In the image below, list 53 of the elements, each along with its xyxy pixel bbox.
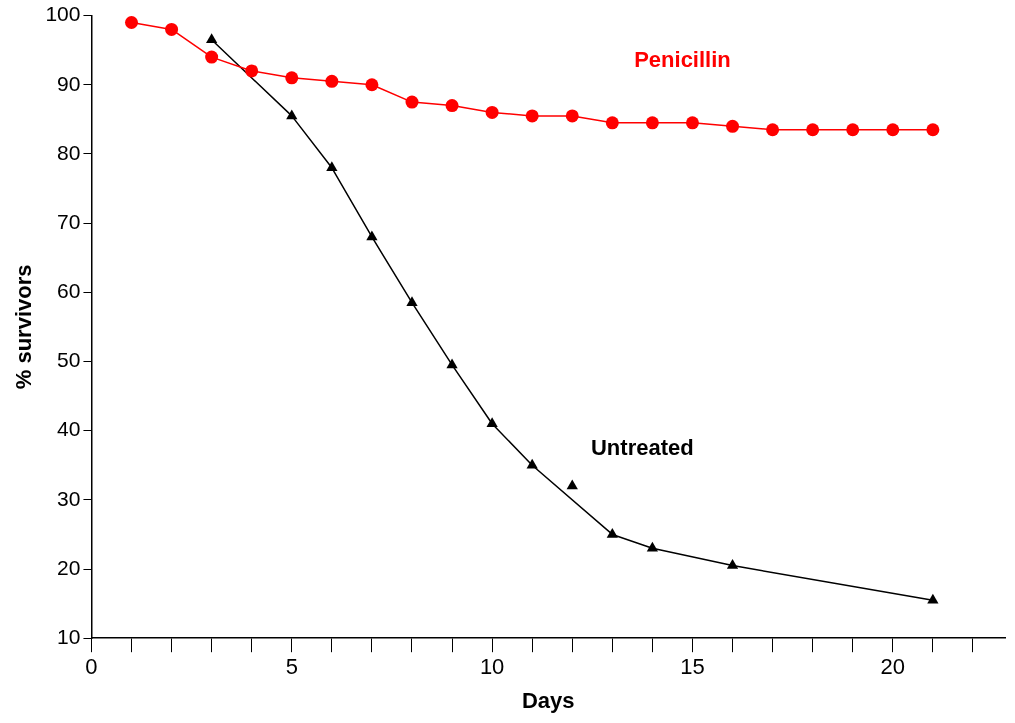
point xyxy=(245,64,259,78)
point xyxy=(926,123,940,137)
point xyxy=(365,78,379,92)
point xyxy=(326,161,338,172)
point xyxy=(406,296,418,306)
series-label: Untreated xyxy=(590,435,694,461)
point xyxy=(606,527,618,538)
point xyxy=(405,95,419,109)
point xyxy=(526,458,538,469)
x-tick-label: 0 xyxy=(85,654,98,680)
y-tick-label: 20 xyxy=(57,555,81,579)
point xyxy=(846,123,860,137)
y-tick-label: 60 xyxy=(57,279,81,303)
point xyxy=(726,559,739,569)
point xyxy=(366,230,378,241)
point xyxy=(685,116,699,130)
y-tick-label: 40 xyxy=(57,417,81,441)
point xyxy=(766,123,780,137)
x-tick-label: 5 xyxy=(285,654,298,680)
point xyxy=(486,417,498,427)
point xyxy=(285,71,299,85)
x-tick-label: 10 xyxy=(479,654,505,680)
point xyxy=(205,50,219,64)
point xyxy=(325,74,339,88)
point xyxy=(565,109,579,123)
text: Penicillin xyxy=(634,46,731,72)
point xyxy=(927,593,939,604)
point xyxy=(886,123,900,137)
x-tick-label: 20 xyxy=(880,654,906,680)
point xyxy=(566,479,578,490)
point xyxy=(605,116,619,130)
point xyxy=(446,358,458,369)
point xyxy=(485,105,499,119)
y-tick-label: 90 xyxy=(57,71,81,95)
y-tick-label: 50 xyxy=(57,348,81,372)
point xyxy=(445,99,459,113)
point xyxy=(646,541,659,552)
y-tick-label: 100 xyxy=(45,2,81,26)
x-tick-label: 15 xyxy=(680,654,705,680)
x-axis-title: Days xyxy=(521,687,575,713)
y-axis-title: % survivors xyxy=(11,264,37,390)
point xyxy=(726,119,740,133)
y-tick-label: 10 xyxy=(57,625,81,648)
point xyxy=(165,22,179,36)
point xyxy=(206,33,218,44)
point xyxy=(525,109,539,123)
point xyxy=(806,123,820,137)
y-tick-label: 80 xyxy=(57,140,81,164)
y-tick-label: 30 xyxy=(57,486,81,510)
y-tick-label: 70 xyxy=(57,209,81,233)
point xyxy=(645,116,659,130)
point xyxy=(286,109,298,120)
point xyxy=(125,16,139,30)
